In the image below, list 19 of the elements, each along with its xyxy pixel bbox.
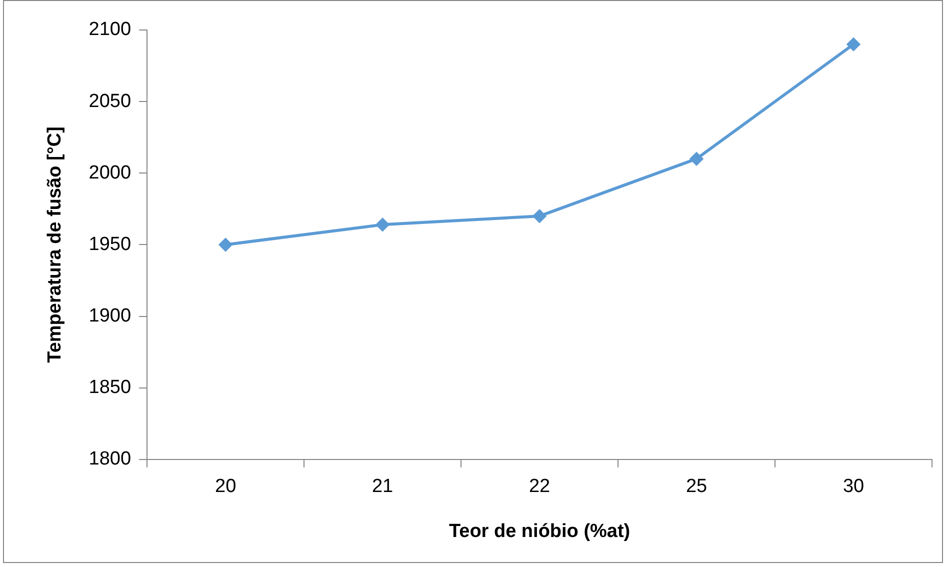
y-axis-title: Temperatura de fusão [°C]	[44, 126, 66, 363]
x-tick-label: 22	[528, 476, 550, 498]
y-tick-label: 2050	[88, 90, 132, 112]
y-tick-label: 1850	[88, 377, 132, 398]
point	[847, 38, 860, 51]
point	[219, 238, 232, 252]
point	[690, 152, 704, 166]
x-tick-label: 20	[214, 476, 236, 498]
y-tick-label: 2000	[88, 162, 132, 184]
x-tick-label: 21	[372, 476, 394, 498]
x-tick-label: 30	[842, 476, 864, 498]
point	[376, 218, 390, 232]
point	[533, 210, 546, 223]
x-axis-title: Teor de nióbio (%at)	[448, 520, 630, 542]
y-tick-label: 1800	[88, 448, 132, 470]
y-tick-label: 1900	[88, 306, 132, 326]
y-tick-label: 2100	[88, 19, 132, 40]
y-tick-label: 1950	[88, 234, 132, 255]
x-tick-label: 25	[686, 476, 708, 498]
